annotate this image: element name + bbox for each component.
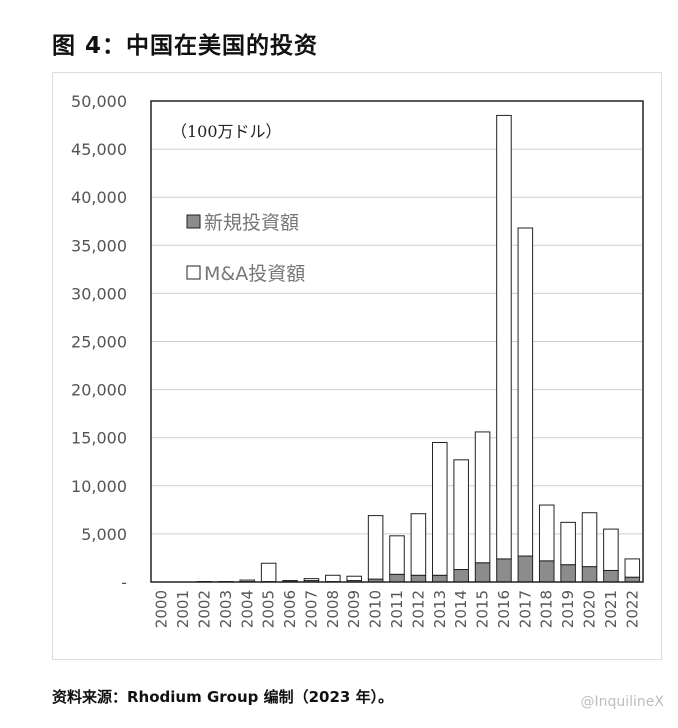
x-tick-label: 2006 (281, 590, 299, 628)
y-axis-ticks: - 5,000 10,000 15,000 20,000 25,000 30,000 35,0… (71, 92, 127, 592)
bar-mna (517, 227, 534, 557)
legend-swatch-mna (186, 265, 201, 280)
bar-mna (603, 528, 619, 571)
legend-swatch-greenfield (186, 214, 201, 229)
x-tick-label: 2004 (238, 590, 256, 628)
x-tick-label: 2018 (538, 590, 556, 628)
y-tick-label: 15,000 (71, 429, 127, 448)
x-tick-label: 2008 (324, 590, 342, 628)
x-tick-label: 2015 (474, 590, 492, 628)
bar-chart: - 5,000 10,000 15,000 20,000 25,000 30,000 35,0… (71, 92, 644, 628)
x-tick-label: 2010 (367, 590, 385, 628)
x-tick-label: 2022 (623, 590, 641, 628)
y-tick-label: 20,000 (71, 381, 127, 400)
x-tick-label: 2016 (495, 590, 513, 628)
y-tick-label: 40,000 (71, 188, 127, 207)
y-tick-label: 30,000 (71, 284, 127, 303)
bar-greenfield (538, 560, 555, 583)
y-tick-label: 50,000 (71, 92, 127, 111)
bar-greenfield (410, 574, 427, 583)
bar-greenfield (581, 566, 598, 583)
y-tick-label: 5,000 (81, 525, 127, 544)
x-tick-label: 2014 (452, 590, 470, 628)
x-tick-label: 2001 (174, 590, 192, 628)
bar-mna (303, 578, 320, 582)
y-tick-label: 45,000 (71, 140, 127, 159)
legend-label-greenfield: 新規投資額 (204, 212, 299, 234)
bar-greenfield (432, 574, 448, 583)
bar-mna (346, 575, 362, 582)
x-tick-label: 2021 (602, 590, 620, 628)
x-tick-label: 2005 (260, 590, 278, 628)
bar-greenfield (389, 573, 405, 583)
x-tick-label: 2012 (409, 590, 427, 628)
legend: 新規投資額 M&A投資額 (186, 212, 305, 285)
bar-mna (453, 459, 469, 570)
bar-greenfield (474, 562, 491, 583)
unit-label: （100万ドル） (171, 122, 282, 141)
bar-mna (432, 442, 448, 576)
x-axis-ticks: 2000 2001 2002 2003 2004 2005 2006 2007 2008 2009… (153, 590, 642, 628)
y-tick-label: 10,000 (71, 477, 127, 496)
plot-frame (150, 100, 644, 583)
y-tick-label: - (121, 573, 127, 592)
x-tick-label: 2002 (195, 590, 213, 628)
bar-mna (410, 513, 427, 576)
chart-container: - 5,000 10,000 15,000 20,000 25,000 30,000 35,0… (52, 72, 662, 660)
bar-mna (325, 574, 341, 583)
x-tick-label: 2000 (153, 590, 171, 628)
x-tick-label: 2007 (302, 590, 320, 628)
x-tick-label: 2013 (431, 590, 449, 628)
bars (196, 114, 641, 583)
bar-greenfield (453, 568, 469, 583)
bar-mna (367, 515, 384, 580)
y-tick-label: 25,000 (71, 333, 127, 352)
bar-mna (560, 521, 576, 566)
y-tick-label: 35,000 (71, 236, 127, 255)
bar-mna (474, 431, 491, 564)
x-tick-label: 2003 (217, 590, 235, 628)
bar-greenfield (517, 555, 534, 583)
bar-mna (581, 512, 598, 568)
gridlines (151, 148, 643, 535)
legend-label-mna: M&A投資額 (204, 263, 305, 285)
source-note: 资料来源：Rhodium Group 编制（2023 年）。 (52, 688, 394, 706)
bar-mna (538, 504, 555, 562)
x-tick-label: 2017 (516, 590, 534, 628)
watermark: @InquilineX (580, 694, 664, 710)
x-tick-label: 2019 (559, 590, 577, 628)
x-tick-label: 2009 (345, 590, 363, 628)
bar-greenfield (560, 564, 576, 583)
bar-mna (389, 535, 405, 575)
bar-mna (260, 562, 277, 583)
x-tick-label: 2011 (388, 590, 406, 628)
bar-mna (496, 114, 512, 560)
bar-greenfield (603, 569, 619, 583)
figure-title: 图 4：中国在美国的投资 (52, 33, 319, 59)
bar-greenfield (496, 558, 512, 583)
x-tick-label: 2020 (581, 590, 599, 628)
bar-mna (624, 558, 641, 578)
